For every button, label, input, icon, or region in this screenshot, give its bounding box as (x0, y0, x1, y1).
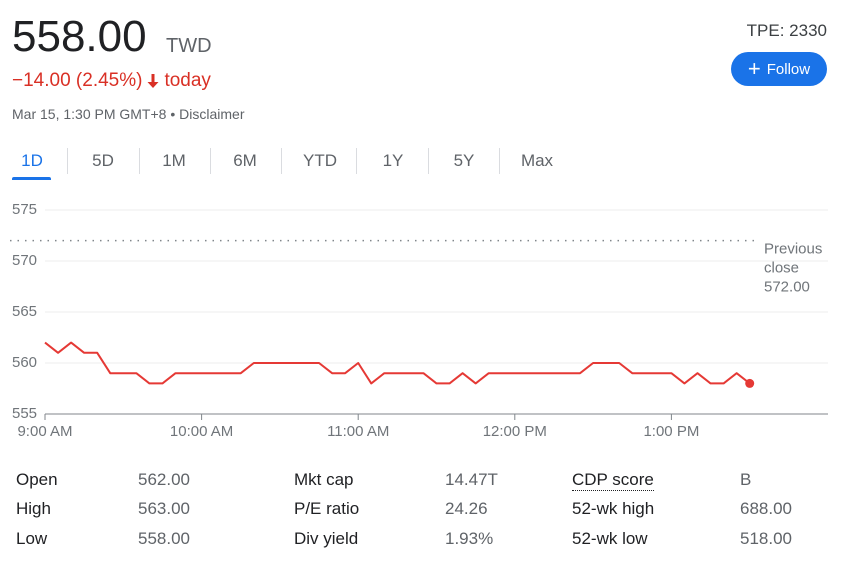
previous-close-value: 572.00 (764, 279, 810, 296)
stat-label: P/E ratio (294, 499, 360, 518)
stat-label: 52-wk low (572, 529, 648, 548)
x-tick-label: 12:00 PM (483, 423, 547, 440)
price-line (44, 341, 751, 385)
y-tick-label: 560 (12, 354, 37, 371)
tab-separator (356, 148, 357, 174)
currency: TWD (166, 35, 212, 57)
y-tick-label: 565 (12, 303, 37, 320)
plus-icon: + (747, 56, 761, 81)
disclaimer[interactable]: Disclaimer (179, 106, 245, 122)
y-tick-label: 555 (12, 405, 37, 422)
stat-value: 24.26 (445, 499, 488, 518)
tab-separator (139, 148, 140, 174)
tab-separator (67, 148, 68, 174)
y-tick-label: 570 (12, 252, 37, 269)
tab-separator (210, 148, 211, 174)
stat-value: 558.00 (138, 529, 190, 548)
timestamp-row: Mar 15, 1:30 PM GMT+8 • Disclaimer (12, 106, 245, 122)
stat-label: Open (16, 470, 58, 489)
x-tick-label: 10:00 AM (170, 423, 233, 440)
stat-value: 1.93% (445, 529, 494, 548)
previous-close-label: Previous close (764, 241, 822, 277)
stat-label[interactable]: CDP score (572, 470, 654, 491)
x-tick-label: 9:00 AM (17, 423, 72, 440)
follow-label: Follow (766, 60, 811, 78)
stat-value: 688.00 (740, 499, 792, 518)
tab-separator (281, 148, 282, 174)
change-period: today (164, 70, 211, 91)
tab[interactable]: YTD (303, 151, 337, 170)
stat-value: 562.00 (138, 470, 190, 489)
tab[interactable]: 5D (92, 151, 114, 170)
follow-button[interactable]: + Follow (731, 52, 827, 86)
price: 558.00 (12, 12, 147, 61)
stat-label: Div yield (294, 529, 359, 548)
timestamp: Mar 15, 1:30 PM GMT+8 (12, 106, 167, 122)
tab-separator (499, 148, 500, 174)
change: −14.00 (2.45%) today (12, 70, 211, 92)
tab[interactable]: 1D (21, 151, 43, 170)
stat-value: 563.00 (138, 499, 190, 518)
chart: 555 560 565 570 575 9:00 AM 10:00 AM 11:00 AM 12… (10, 201, 828, 440)
last-price-dot (745, 378, 755, 388)
tab[interactable]: Max (520, 151, 554, 170)
stat-value: 14.47T (445, 470, 498, 489)
change-amount: −14.00 (2.45%) (12, 70, 143, 91)
tab[interactable]: 1M (162, 151, 186, 170)
stat-label: High (16, 499, 51, 518)
active-tab-underline (12, 177, 51, 180)
stat-value: B (740, 470, 752, 489)
y-tick-label: 575 (12, 201, 37, 218)
tab-separator (428, 148, 429, 174)
ticker: TPE: 2330 (746, 21, 827, 40)
stat-label: 52-wk high (572, 499, 655, 518)
down-arrow (147, 74, 159, 88)
x-tick-label: 1:00 PM (643, 423, 699, 440)
tab[interactable]: 1Y (382, 151, 404, 170)
tab[interactable]: 6M (233, 151, 257, 170)
tab[interactable]: 5Y (453, 151, 475, 170)
x-tick-label: 11:00 AM (327, 423, 389, 440)
stat-label: Mkt cap (294, 470, 354, 489)
stat-label: Low (16, 529, 48, 548)
stat-value: 518.00 (740, 529, 792, 548)
